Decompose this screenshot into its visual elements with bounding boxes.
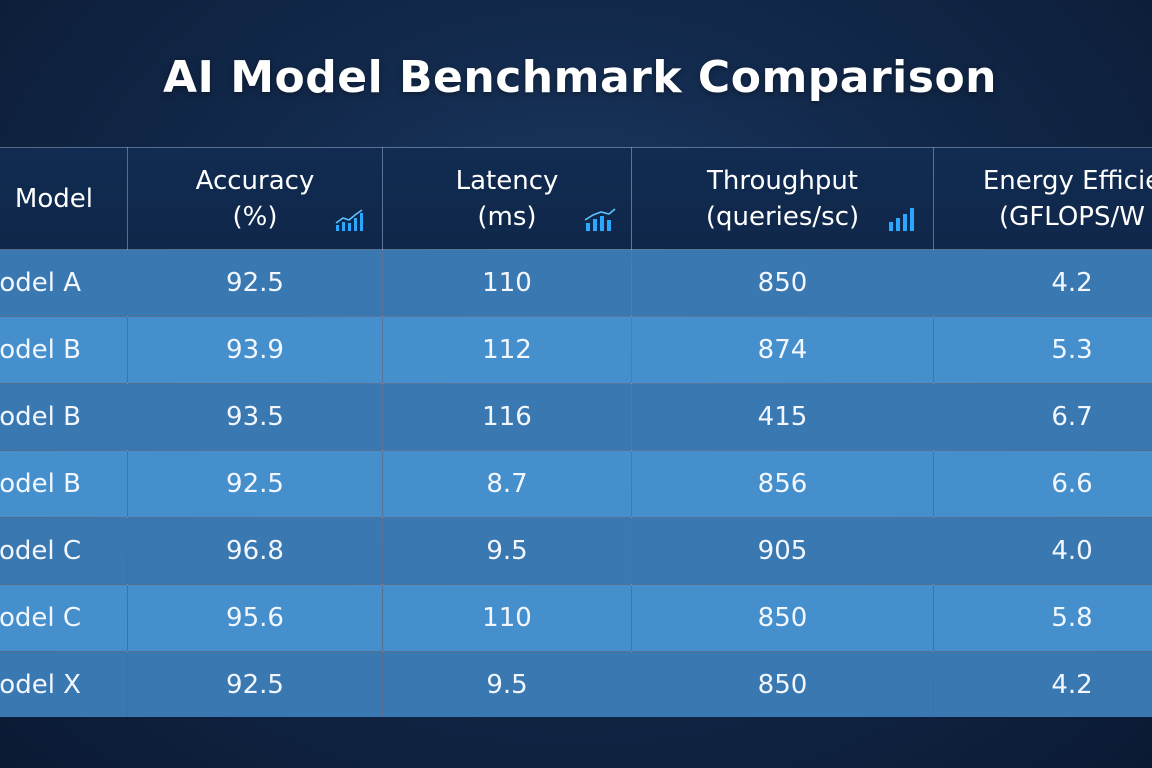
table-row: odel C 96.8 9.5 905 4.0 — [0, 517, 1152, 585]
cell-energy-efficiency: 6.7 — [933, 383, 1152, 451]
cell-accuracy: 92.5 — [127, 450, 383, 518]
bar-line-chart-icon — [584, 208, 616, 231]
cell-energy-efficiency: 5.8 — [933, 584, 1152, 652]
cell-accuracy: 96.8 — [127, 517, 383, 585]
column-header-accuracy: Accuracy (%) — [127, 147, 383, 250]
cell-throughput: 850 — [631, 584, 934, 652]
cell-energy-efficiency: 4.2 — [933, 249, 1152, 317]
benchmark-table-wrapper: Model Accuracy (%) Latency (ms) — [0, 147, 1152, 717]
column-header-throughput: Throughput (queries/sc) — [631, 147, 934, 250]
cell-latency: 8.7 — [382, 450, 632, 518]
cell-latency: 110 — [382, 249, 632, 317]
cell-throughput: 874 — [631, 316, 934, 384]
cell-throughput: 856 — [631, 450, 934, 518]
cell-throughput: 850 — [631, 651, 934, 717]
cell-model: odel C — [0, 584, 128, 652]
table-body: odel A 92.5 110 850 4.2 odel B 93.9 112 874 5.3 od… — [0, 249, 1152, 717]
cell-energy-efficiency: 6.6 — [933, 450, 1152, 518]
column-header-latency: Latency (ms) — [382, 147, 632, 250]
cell-accuracy: 92.5 — [127, 249, 383, 317]
column-header-model: Model — [0, 147, 128, 250]
page-title: AI Model Benchmark Comparison — [163, 52, 997, 103]
cell-accuracy: 93.5 — [127, 383, 383, 451]
benchmark-table: Model Accuracy (%) Latency (ms) — [0, 147, 1152, 717]
column-header-label: Energy Efficie (GFLOPS/W — [982, 165, 1152, 232]
cell-energy-efficiency: 5.3 — [933, 316, 1152, 384]
cell-energy-efficiency: 4.2 — [933, 651, 1152, 717]
table-row: odel X 92.5 9.5 850 4.2 — [0, 651, 1152, 717]
table-row: odel C 95.6 110 850 5.8 — [0, 584, 1152, 652]
column-header-label: Model — [14, 183, 93, 214]
cell-model: odel X — [0, 651, 128, 717]
cell-model: odel B — [0, 316, 128, 384]
cell-accuracy: 92.5 — [127, 651, 383, 717]
cell-accuracy: 95.6 — [127, 584, 383, 652]
cell-throughput: 905 — [631, 517, 934, 585]
table-row: odel B 93.9 112 874 5.3 — [0, 316, 1152, 384]
column-header-label: Throughput (queries/sc) — [705, 165, 860, 232]
table-row: odel B 92.5 8.7 856 6.6 — [0, 450, 1152, 518]
cell-accuracy: 93.9 — [127, 316, 383, 384]
cell-model: odel B — [0, 383, 128, 451]
cell-throughput: 850 — [631, 249, 934, 317]
header-row: Model Accuracy (%) Latency (ms) — [0, 147, 1152, 250]
cell-model: odel A — [0, 249, 128, 317]
cell-model: odel C — [0, 517, 128, 585]
column-header-label: Accuracy (%) — [195, 165, 315, 232]
cell-latency: 112 — [382, 316, 632, 384]
line-chart-icon — [335, 209, 363, 231]
column-header-label: Latency (ms) — [455, 165, 559, 232]
cell-energy-efficiency: 4.0 — [933, 517, 1152, 585]
table-row: odel B 93.5 116 415 6.7 — [0, 383, 1152, 451]
cell-latency: 9.5 — [382, 517, 632, 585]
table-row: odel A 92.5 110 850 4.2 — [0, 249, 1152, 317]
cell-latency: 110 — [382, 584, 632, 652]
cell-throughput: 415 — [631, 383, 934, 451]
column-header-energy-efficiency: Energy Efficie (GFLOPS/W — [933, 147, 1152, 250]
cell-latency: 116 — [382, 383, 632, 451]
cell-latency: 9.5 — [382, 651, 632, 717]
cell-model: odel B — [0, 450, 128, 518]
bar-chart-icon — [889, 208, 914, 231]
